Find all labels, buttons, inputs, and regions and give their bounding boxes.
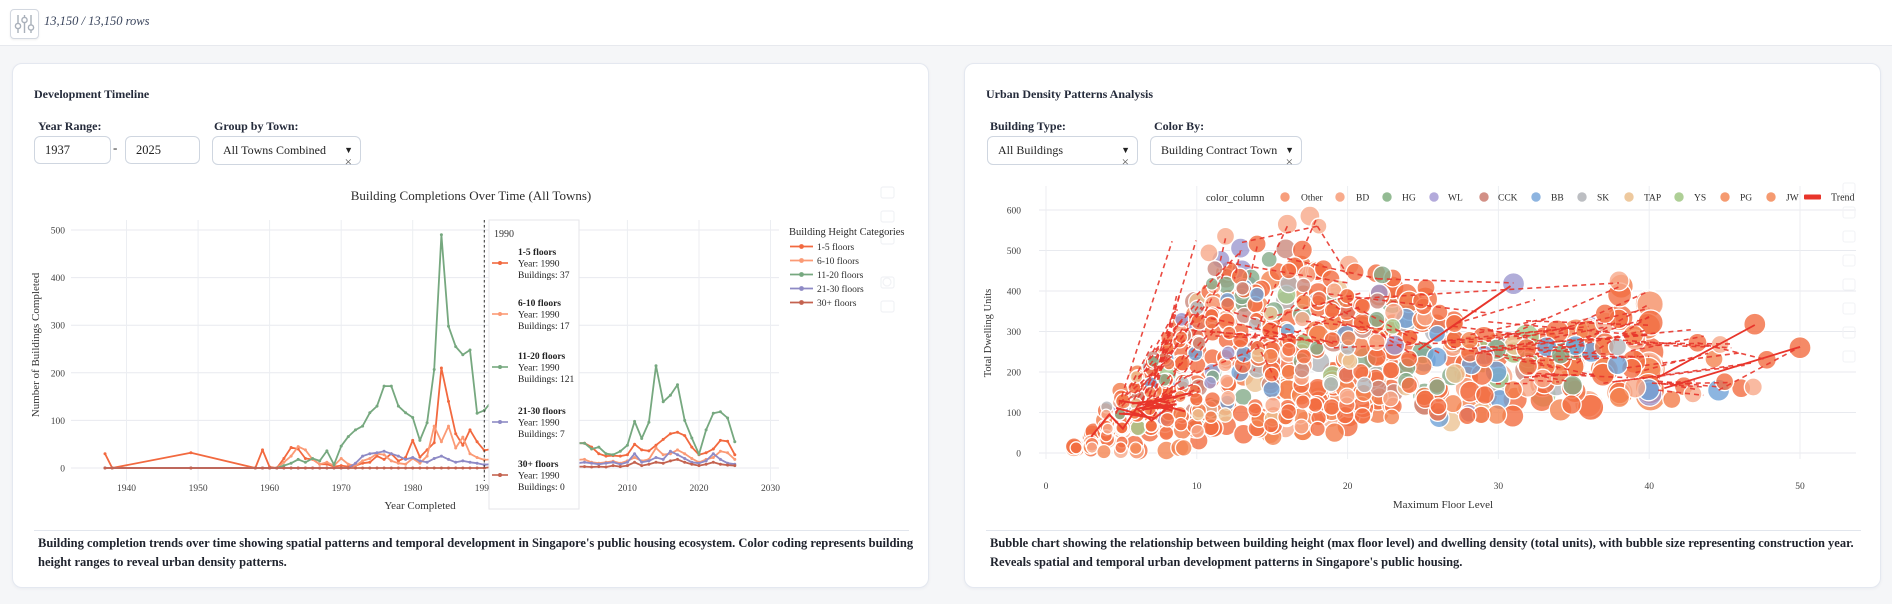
svg-text:BB: BB	[1551, 194, 1564, 204]
svg-text:1940: 1940	[117, 484, 136, 494]
svg-text:21-30 floors: 21-30 floors	[518, 407, 566, 417]
svg-text:Buildings: 121: Buildings: 121	[518, 375, 574, 385]
svg-text:6-10 floors: 6-10 floors	[518, 299, 561, 309]
svg-text:Buildings: 37: Buildings: 37	[518, 271, 570, 281]
svg-text:Year: 1990: Year: 1990	[518, 260, 560, 270]
svg-text:300: 300	[51, 322, 66, 332]
svg-text:10: 10	[1192, 482, 1202, 492]
svg-text:0: 0	[1044, 482, 1049, 492]
svg-text:200: 200	[1007, 369, 1022, 379]
svg-text:300: 300	[1007, 328, 1022, 338]
svg-text:50: 50	[1795, 482, 1805, 492]
svg-text:BD: BD	[1356, 194, 1369, 204]
svg-text:21-30 floors: 21-30 floors	[817, 284, 864, 295]
svg-text:1950: 1950	[189, 484, 208, 494]
svg-text:Trend: Trend	[1831, 193, 1855, 204]
svg-text:6-10 floors: 6-10 floors	[817, 256, 859, 267]
svg-text:0: 0	[60, 465, 65, 475]
svg-text:Building Height Categories: Building Height Categories	[789, 227, 905, 238]
svg-text:100: 100	[51, 417, 66, 427]
svg-text:Buildings: 0: Buildings: 0	[518, 483, 565, 493]
svg-text:Number of Buildings Completed: Number of Buildings Completed	[30, 272, 42, 417]
svg-text:20: 20	[1343, 482, 1353, 492]
svg-text:400: 400	[51, 274, 66, 284]
svg-text:Buildings: 7: Buildings: 7	[518, 430, 565, 440]
svg-text:500: 500	[51, 227, 66, 237]
svg-text:Year Completed: Year Completed	[384, 500, 456, 512]
svg-text:600: 600	[1007, 207, 1022, 217]
svg-text:TAP: TAP	[1644, 194, 1661, 204]
svg-text:30: 30	[1494, 482, 1504, 492]
svg-text:1990: 1990	[475, 484, 494, 494]
svg-text:1990: 1990	[494, 229, 514, 240]
svg-text:Building Completions Over Time: Building Completions Over Time (All Town…	[351, 188, 591, 203]
svg-text:30+ floors: 30+ floors	[518, 460, 559, 470]
svg-text:1-5 floors: 1-5 floors	[817, 242, 855, 253]
svg-text:Year: 1990: Year: 1990	[518, 364, 560, 374]
svg-text:YS: YS	[1694, 194, 1706, 204]
svg-text:1980: 1980	[403, 484, 422, 494]
svg-text:400: 400	[1007, 288, 1022, 298]
svg-text:0: 0	[1016, 450, 1021, 460]
svg-text:100: 100	[1007, 409, 1022, 419]
svg-text:Maximum Floor Level: Maximum Floor Level	[1393, 499, 1493, 511]
svg-text:CCK: CCK	[1498, 194, 1518, 204]
svg-text:Buildings: 17: Buildings: 17	[518, 322, 570, 332]
svg-text:color_column: color_column	[1206, 193, 1265, 204]
svg-text:Other: Other	[1301, 194, 1323, 204]
svg-text:PG: PG	[1740, 194, 1752, 204]
svg-text:2020: 2020	[690, 484, 709, 494]
svg-text:SK: SK	[1597, 194, 1609, 204]
svg-text:500: 500	[1007, 247, 1022, 257]
svg-text:40: 40	[1644, 482, 1654, 492]
svg-text:Total Dwelling Units: Total Dwelling Units	[983, 289, 994, 378]
svg-text:2010: 2010	[618, 484, 637, 494]
svg-text:1-5 floors: 1-5 floors	[518, 248, 557, 258]
svg-text:Year: 1990: Year: 1990	[518, 311, 560, 321]
svg-text:Year: 1990: Year: 1990	[518, 472, 560, 482]
svg-text:Year: 1990: Year: 1990	[518, 419, 560, 429]
svg-text:JW: JW	[1786, 194, 1799, 204]
svg-text:30+ floors: 30+ floors	[817, 298, 857, 309]
svg-text:HG: HG	[1402, 194, 1416, 204]
svg-text:200: 200	[51, 369, 66, 379]
svg-text:11-20 floors: 11-20 floors	[518, 352, 566, 362]
svg-text:2030: 2030	[761, 484, 780, 494]
svg-text:11-20 floors: 11-20 floors	[817, 270, 864, 281]
svg-text:WL: WL	[1448, 194, 1463, 204]
svg-text:1970: 1970	[332, 484, 351, 494]
svg-text:1960: 1960	[260, 484, 279, 494]
